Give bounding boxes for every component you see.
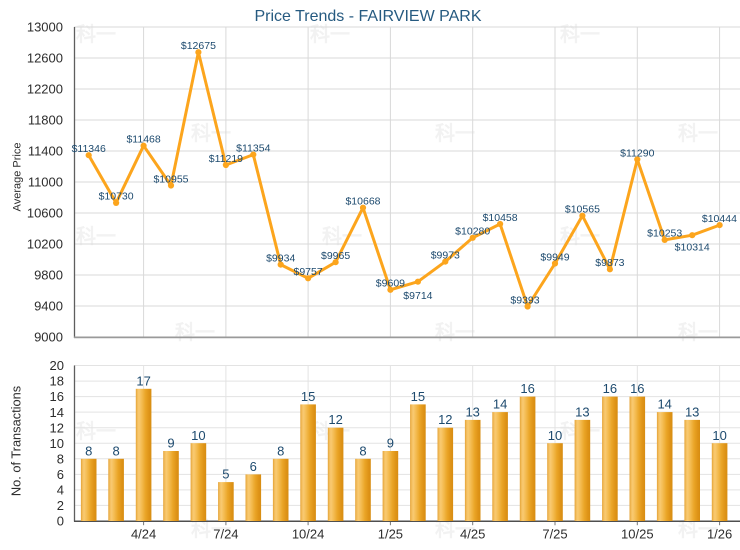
svg-text:$10668: $10668 [345, 196, 380, 208]
svg-text:科一: 科一 [435, 320, 475, 344]
svg-text:$10955: $10955 [153, 173, 188, 185]
svg-text:4/24: 4/24 [131, 527, 156, 542]
svg-text:科一: 科一 [191, 121, 231, 145]
svg-text:9: 9 [387, 436, 394, 451]
svg-text:科一: 科一 [76, 419, 116, 443]
svg-text:$9757: $9757 [293, 266, 322, 278]
svg-text:12600: 12600 [27, 51, 63, 66]
svg-text:$11290: $11290 [620, 147, 654, 159]
svg-text:科一: 科一 [560, 22, 600, 46]
svg-text:$11468: $11468 [126, 134, 160, 146]
svg-text:8: 8 [359, 443, 366, 458]
svg-text:9800: 9800 [34, 268, 63, 283]
svg-text:14: 14 [493, 397, 507, 412]
svg-text:1/25: 1/25 [378, 527, 403, 542]
svg-text:15: 15 [301, 389, 315, 404]
svg-text:$11219: $11219 [209, 153, 243, 165]
svg-text:10600: 10600 [27, 206, 63, 221]
svg-text:10: 10 [191, 428, 205, 443]
svg-text:10: 10 [712, 428, 726, 443]
svg-text:5: 5 [222, 467, 229, 482]
svg-text:$10730: $10730 [99, 191, 134, 203]
svg-text:6: 6 [250, 459, 257, 474]
svg-text:18: 18 [50, 374, 64, 389]
svg-text:$10565: $10565 [565, 204, 600, 216]
svg-text:14: 14 [657, 397, 671, 412]
svg-text:10: 10 [548, 428, 562, 443]
svg-text:10/25: 10/25 [621, 527, 654, 542]
svg-text:20: 20 [50, 358, 64, 373]
svg-text:4/25: 4/25 [460, 527, 485, 542]
svg-text:$11346: $11346 [72, 143, 106, 155]
svg-text:9000: 9000 [34, 330, 63, 345]
svg-text:8: 8 [277, 443, 284, 458]
svg-text:10200: 10200 [27, 237, 63, 252]
svg-text:8: 8 [85, 443, 92, 458]
svg-text:16: 16 [630, 381, 644, 396]
svg-text:4: 4 [57, 483, 64, 498]
svg-text:13: 13 [465, 404, 479, 419]
svg-text:科一: 科一 [435, 121, 475, 145]
svg-text:$9714: $9714 [403, 290, 432, 302]
svg-text:$11354: $11354 [236, 142, 270, 154]
svg-text:7/25: 7/25 [542, 527, 567, 542]
svg-text:6: 6 [57, 467, 64, 482]
svg-text:16: 16 [603, 381, 617, 396]
svg-text:9: 9 [167, 436, 174, 451]
svg-text:1/26: 1/26 [707, 527, 732, 542]
svg-text:16: 16 [50, 389, 64, 404]
svg-text:科一: 科一 [76, 22, 116, 46]
svg-text:9400: 9400 [34, 299, 63, 314]
svg-text:$9934: $9934 [266, 252, 295, 264]
svg-text:7/24: 7/24 [213, 527, 238, 542]
svg-text:科一: 科一 [678, 121, 718, 145]
svg-text:科一: 科一 [175, 320, 215, 344]
svg-text:12: 12 [328, 412, 342, 427]
svg-text:8: 8 [112, 443, 119, 458]
svg-text:$10444: $10444 [702, 213, 737, 225]
svg-text:$9973: $9973 [431, 249, 460, 261]
svg-text:$9609: $9609 [376, 278, 405, 290]
svg-text:科一: 科一 [310, 22, 350, 46]
svg-text:12200: 12200 [27, 82, 63, 97]
svg-text:科一: 科一 [678, 320, 718, 344]
svg-text:$12675: $12675 [181, 40, 216, 52]
svg-text:8: 8 [57, 451, 64, 466]
svg-text:13: 13 [575, 404, 589, 419]
svg-text:No. of Transactions: No. of Transactions [9, 386, 24, 496]
svg-text:$10314: $10314 [675, 242, 710, 254]
svg-text:10/24: 10/24 [292, 527, 325, 542]
svg-text:$10253: $10253 [647, 228, 682, 240]
svg-text:11000: 11000 [28, 175, 63, 190]
svg-text:$10280: $10280 [455, 226, 490, 238]
svg-text:11800: 11800 [28, 113, 63, 128]
svg-text:$9873: $9873 [595, 257, 624, 269]
svg-text:Average Price: Average Price [12, 143, 24, 212]
svg-text:$10458: $10458 [483, 212, 518, 224]
svg-text:13: 13 [685, 404, 699, 419]
svg-text:11400: 11400 [28, 144, 63, 159]
svg-text:14: 14 [50, 405, 64, 420]
svg-text:12: 12 [438, 412, 452, 427]
svg-text:$9965: $9965 [321, 250, 350, 262]
svg-text:Price Trends - FAIRVIEW PARK: Price Trends - FAIRVIEW PARK [254, 8, 481, 25]
svg-text:12: 12 [50, 420, 64, 435]
svg-text:0: 0 [57, 514, 64, 529]
svg-text:$9949: $9949 [540, 251, 569, 263]
svg-text:10: 10 [50, 436, 64, 451]
svg-text:$9393: $9393 [510, 294, 539, 306]
svg-text:15: 15 [411, 389, 425, 404]
svg-text:2: 2 [57, 498, 64, 513]
svg-text:17: 17 [136, 373, 150, 388]
svg-text:13000: 13000 [27, 20, 63, 35]
svg-text:16: 16 [520, 381, 534, 396]
